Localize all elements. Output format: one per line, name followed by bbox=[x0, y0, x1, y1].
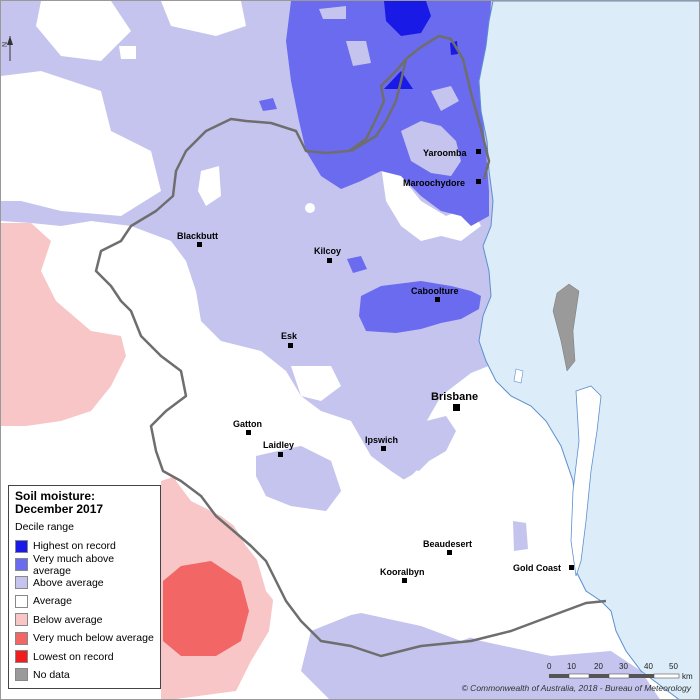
very-much-below-average-areas bbox=[163, 561, 249, 656]
legend-swatch bbox=[15, 613, 28, 627]
town-label-beaudesert: Beaudesert bbox=[423, 539, 472, 549]
legend-title-line2: December 2017 bbox=[15, 502, 104, 516]
legend-title-line1: Soil moisture: bbox=[15, 489, 96, 503]
legend: Soil moisture: December 2017 Decile rang… bbox=[8, 485, 161, 689]
legend-item-label: Very much below average bbox=[33, 632, 154, 645]
town-labels: Yaroomba Maroochydore Blackbutt Kilcoy C… bbox=[177, 148, 561, 577]
legend-item-label: Above average bbox=[33, 576, 104, 589]
legend-item: Above average bbox=[15, 574, 154, 592]
legend-item: Below average bbox=[15, 611, 154, 629]
legend-item-label: Below average bbox=[33, 613, 103, 626]
legend-item: No data bbox=[15, 666, 154, 684]
legend-item-label: Very much above average bbox=[33, 552, 115, 577]
town-label-yaroomba: Yaroomba bbox=[423, 148, 468, 158]
north-arrow bbox=[7, 36, 13, 61]
legend-item: Very much above average bbox=[15, 553, 154, 577]
north-label: N bbox=[2, 41, 10, 48]
town-label-caboolture: Caboolture bbox=[411, 286, 459, 296]
islands bbox=[513, 283, 602, 577]
legend-item: Lowest on record bbox=[15, 647, 154, 665]
copyright-notice: © Commonwealth of Australia, 2018 - Bure… bbox=[461, 683, 691, 693]
legend-swatch bbox=[15, 650, 28, 664]
legend-item: Very much below average bbox=[15, 629, 154, 647]
town-label-gold-coast: Gold Coast bbox=[513, 563, 561, 573]
scale-tick-30: 30 bbox=[619, 662, 628, 671]
town-label-ipswich: Ipswich bbox=[365, 435, 398, 445]
scale-unit: km bbox=[682, 672, 693, 681]
catchment-average-area bbox=[136, 351, 601, 641]
town-label-kilcoy: Kilcoy bbox=[314, 246, 341, 256]
town-label-esk: Esk bbox=[281, 331, 298, 341]
town-label-gatton: Gatton bbox=[233, 419, 262, 429]
legend-swatch bbox=[15, 631, 28, 645]
blue-region-holes bbox=[319, 6, 461, 176]
legend-item: Highest on record bbox=[15, 537, 154, 555]
scale-tick-10: 10 bbox=[567, 662, 576, 671]
legend-swatch bbox=[15, 558, 28, 572]
average-holes bbox=[1, 1, 481, 441]
scale-tick-50: 50 bbox=[669, 662, 678, 671]
town-label-brisbane: Brisbane bbox=[431, 391, 478, 403]
highest-on-record-areas bbox=[384, 1, 458, 89]
legend-item-label: Highest on record bbox=[33, 540, 116, 553]
scale-tick-20: 20 bbox=[594, 662, 603, 671]
legend-items: Highest on record Very much above average… bbox=[15, 537, 154, 684]
town-label-blackbutt: Blackbutt bbox=[177, 231, 218, 241]
scale-bar: 0 10 20 30 40 50 km bbox=[547, 662, 693, 681]
legend-item-label: Average bbox=[33, 595, 72, 608]
legend-swatch bbox=[15, 594, 28, 608]
legend-item: Average bbox=[15, 592, 154, 610]
legend-item-label: Lowest on record bbox=[33, 650, 114, 663]
town-label-kooralbyn: Kooralbyn bbox=[380, 567, 425, 577]
town-label-laidley: Laidley bbox=[263, 440, 294, 450]
legend-subtitle: Decile range bbox=[15, 521, 74, 533]
scale-tick-40: 40 bbox=[644, 662, 653, 671]
catchment-boundary bbox=[94, 34, 607, 658]
scale-tick-0: 0 bbox=[547, 662, 552, 671]
legend-swatch bbox=[15, 668, 28, 682]
town-markers bbox=[197, 149, 574, 583]
legend-swatch bbox=[15, 576, 28, 590]
legend-swatch bbox=[15, 539, 28, 553]
legend-item-label: No data bbox=[33, 668, 70, 681]
town-label-maroochydore: Maroochydore bbox=[403, 178, 465, 188]
